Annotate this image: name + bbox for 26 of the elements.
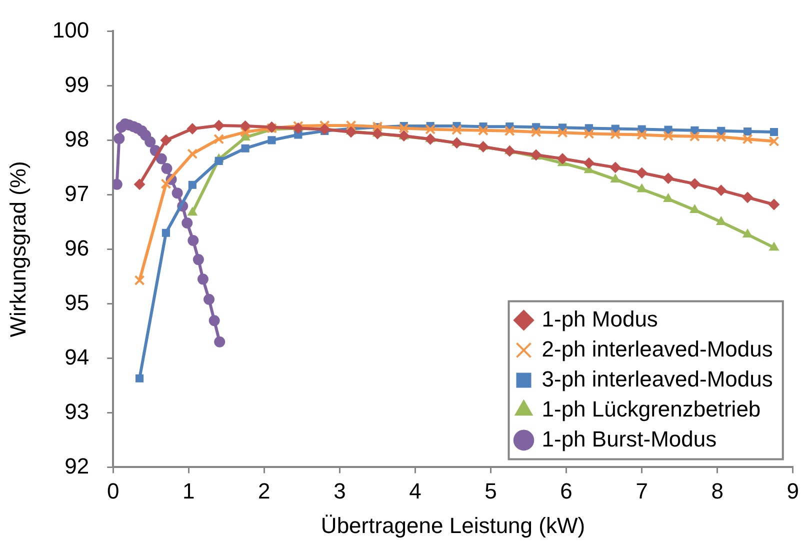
x-tick-label: 6 (560, 478, 572, 504)
y-tick-label: 98 (64, 126, 90, 152)
legend-label: 3-ph interleaved-Modus (542, 366, 773, 392)
x-tick-label: 5 (484, 478, 497, 504)
legend-label: 1-ph Burst-Modus (542, 426, 717, 452)
y-tick-label: 97 (64, 180, 90, 206)
y-tick-label: 94 (64, 344, 90, 370)
x-tick-label: 4 (409, 478, 422, 504)
y-tick-label: 100 (52, 17, 90, 42)
y-tick-label: 96 (64, 235, 90, 260)
y-tick-label: 92 (64, 453, 90, 478)
x-tick-label: 9 (786, 478, 800, 504)
x-axis-title: Übertragene Leistung (kW) (320, 512, 586, 538)
legend-label: 1-ph Modus (542, 306, 658, 332)
legend-label: 1-ph Lückgrenzbetrieb (542, 396, 761, 422)
x-tick-label: 3 (334, 478, 346, 504)
x-tick-label: 2 (258, 478, 270, 504)
y-tick-label: 99 (64, 72, 90, 97)
x-tick-label: 8 (711, 478, 724, 504)
x-tick-label: 7 (636, 478, 648, 504)
x-tick-label: 0 (106, 478, 120, 504)
x-tick-label: 1 (182, 478, 195, 504)
y-tick-label: 95 (64, 290, 90, 315)
y-axis-title: Wirkungsgrad (%) (5, 161, 30, 338)
y-tick-label: 93 (64, 398, 90, 424)
legend-label: 2-ph interleaved-Modus (542, 336, 773, 362)
